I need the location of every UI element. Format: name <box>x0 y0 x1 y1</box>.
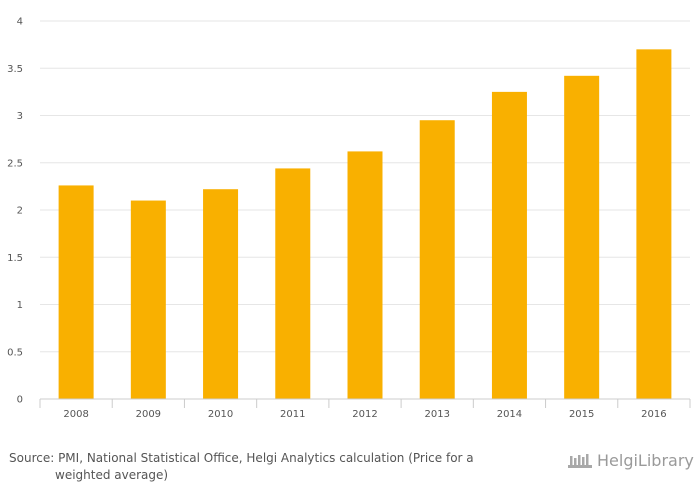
bar-2008 <box>58 185 94 399</box>
brand-logo[interactable]: HelgiLibrary <box>567 449 694 471</box>
y-tick-label: 3.5 <box>7 64 23 75</box>
x-tick-label: 2015 <box>569 409 594 420</box>
bar-2013 <box>419 120 455 399</box>
x-axis: 2008 2009 2010 2011 2012 2013 2014 2015 2016 <box>39 398 691 420</box>
y-tick-label: 1 <box>17 300 23 311</box>
y-tick-label: 0.5 <box>7 347 23 358</box>
library-icon <box>568 454 592 468</box>
source-note: Source: PMI, National Statistical Office… <box>9 450 529 484</box>
source-line-2: weighted average) <box>55 468 169 482</box>
x-tick-label: 2011 <box>280 409 305 420</box>
bar-2014 <box>491 91 527 399</box>
bar-chart: 00.511.522.533.54 2008 2009 2010 2011 2012 20… <box>7 17 691 420</box>
x-tick-label: 2013 <box>424 409 449 420</box>
brand-name: HelgiLibrary <box>597 450 694 470</box>
x-tick-label: 2009 <box>136 409 161 420</box>
bar-2009 <box>130 200 166 399</box>
bar-2015 <box>564 75 600 399</box>
y-tick-label: 2.5 <box>7 158 23 169</box>
x-tick-label: 2010 <box>208 409 233 420</box>
y-tick-label: 3 <box>17 111 23 122</box>
y-tick-label: 4 <box>17 17 23 28</box>
bar-2012 <box>347 151 383 399</box>
bar-2011 <box>275 168 311 399</box>
x-tick-label: 2008 <box>63 409 88 420</box>
source-line-1: Source: PMI, National Statistical Office… <box>9 451 474 465</box>
x-tick-label: 2016 <box>641 409 666 420</box>
bar-2010 <box>203 189 239 399</box>
y-tick-label: 1.5 <box>7 253 23 264</box>
y-tick-label: 2 <box>17 206 23 217</box>
x-tick-label: 2012 <box>352 409 377 420</box>
bars <box>58 49 672 399</box>
x-tick-label: 2014 <box>497 409 522 420</box>
y-axis-ticks: 0 0.5 1 1.5 2 2.5 3 3.5 4 <box>7 17 23 406</box>
y-tick-label: 0 <box>17 395 23 406</box>
bar-2016 <box>636 49 672 399</box>
